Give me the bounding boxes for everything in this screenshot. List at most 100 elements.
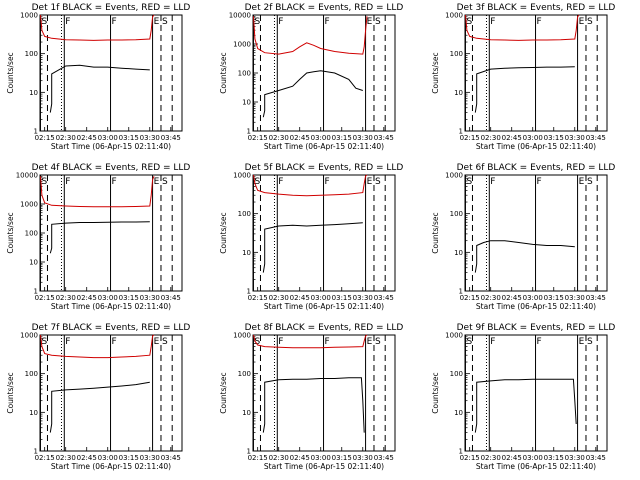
y-tick-label: 10 xyxy=(454,89,463,97)
segment-marker-label: F xyxy=(537,337,542,347)
y-tick-label: 10 xyxy=(29,89,38,97)
y-tick-label: 1000 xyxy=(445,332,463,340)
y-axis-label: Counts/sec xyxy=(6,212,15,253)
chart-title: Det 5f BLACK = Events, RED = LLD xyxy=(245,163,404,173)
x-tick-label: 02:45 xyxy=(77,294,97,302)
segment-marker-label: S xyxy=(41,17,47,27)
y-tick-label: 1 xyxy=(247,288,251,296)
segment-marker-label: F xyxy=(278,337,283,347)
y-tick-label: 10 xyxy=(242,409,251,417)
y-tick-label: 10000 xyxy=(16,172,38,180)
x-tick-label: 03:00 xyxy=(523,294,543,302)
x-tick-label: 03:00 xyxy=(311,134,331,142)
y-axis-label: Counts/sec xyxy=(431,212,440,253)
x-axis-label: Start Time (06-Apr-15 02:11:40) xyxy=(51,462,171,471)
segment-marker-label: F xyxy=(65,337,70,347)
y-tick-label: 100 xyxy=(450,370,463,378)
x-tick-label: 02:15 xyxy=(35,454,55,462)
x-tick-label: 03:45 xyxy=(161,454,181,462)
y-axis-label: Counts/sec xyxy=(6,52,15,93)
series-line-2 xyxy=(262,70,363,118)
chart-title: Det 3f BLACK = Events, RED = LLD xyxy=(457,3,616,13)
x-tick-label: 02:15 xyxy=(35,134,55,142)
series-line-1 xyxy=(40,334,155,359)
x-tick-label: 03:15 xyxy=(332,454,352,462)
x-tick-label: 03:15 xyxy=(119,294,139,302)
series-line-2 xyxy=(49,381,150,433)
segment-marker-label: S xyxy=(162,17,168,27)
x-tick-label: 02:15 xyxy=(460,294,480,302)
x-tick-label: 03:00 xyxy=(98,454,118,462)
segment-marker-label: E xyxy=(154,17,160,27)
segment-marker-label: E xyxy=(154,337,160,347)
x-tick-label: 03:30 xyxy=(140,294,160,302)
segment-marker-label: S xyxy=(254,17,260,27)
x-tick-label: 03:45 xyxy=(586,294,606,302)
segment-marker-label: S xyxy=(466,177,472,187)
x-axis-label: Start Time (06-Apr-15 02:11:40) xyxy=(264,142,384,151)
series-line-1 xyxy=(253,174,368,197)
segment-marker-label: F xyxy=(112,17,117,27)
y-tick-label: 1000 xyxy=(20,201,38,209)
x-tick-label: 02:45 xyxy=(502,454,522,462)
segment-marker-label: S xyxy=(375,177,381,187)
x-tick-label: 03:30 xyxy=(565,134,585,142)
x-tick-label: 02:15 xyxy=(248,134,268,142)
y-axis-label: Counts/sec xyxy=(431,52,440,93)
x-tick-label: 02:30 xyxy=(481,294,501,302)
segment-marker-label: E xyxy=(367,337,373,347)
x-tick-label: 02:15 xyxy=(460,134,480,142)
x-tick-label: 02:30 xyxy=(56,294,76,302)
segment-marker-label: F xyxy=(537,17,542,27)
x-tick-label: 03:15 xyxy=(119,454,139,462)
x-tick-label: 02:30 xyxy=(269,454,289,462)
chart-title: Det 8f BLACK = Events, RED = LLD xyxy=(245,323,404,333)
x-tick-label: 02:15 xyxy=(460,454,480,462)
x-tick-label: 03:45 xyxy=(161,294,181,302)
segment-marker-label: E xyxy=(579,177,585,187)
y-tick-label: 1 xyxy=(459,288,463,296)
chart-title: Det 2f BLACK = Events, RED = LLD xyxy=(245,3,404,13)
x-tick-label: 03:45 xyxy=(374,454,394,462)
x-tick-label: 02:30 xyxy=(56,134,76,142)
x-tick-label: 02:45 xyxy=(77,134,97,142)
x-tick-label: 03:00 xyxy=(98,294,118,302)
x-tick-label: 03:45 xyxy=(586,134,606,142)
x-tick-label: 02:30 xyxy=(269,294,289,302)
segment-marker-label: F xyxy=(112,337,117,347)
y-tick-label: 100 xyxy=(25,230,38,238)
x-axis-label: Start Time (06-Apr-15 02:11:40) xyxy=(476,302,596,311)
y-tick-label: 1 xyxy=(247,448,251,456)
segment-marker-label: S xyxy=(587,177,593,187)
x-tick-label: 02:30 xyxy=(56,454,76,462)
x-tick-label: 02:45 xyxy=(77,454,97,462)
segment-marker-label: E xyxy=(579,17,585,27)
y-tick-label: 1 xyxy=(34,288,38,296)
segment-marker-label: S xyxy=(162,337,168,347)
y-tick-label: 1 xyxy=(247,128,251,136)
segment-marker-label: F xyxy=(490,17,495,27)
series-line-1 xyxy=(474,378,577,433)
x-tick-label: 02:45 xyxy=(290,454,310,462)
y-tick-label: 1000 xyxy=(233,172,251,180)
y-tick-label: 10 xyxy=(242,249,251,257)
segment-marker-label: S xyxy=(41,337,47,347)
x-tick-label: 02:15 xyxy=(35,294,55,302)
series-line-2 xyxy=(474,66,575,113)
x-tick-label: 03:45 xyxy=(374,294,394,302)
y-tick-label: 100 xyxy=(238,210,251,218)
y-axis-label: Counts/sec xyxy=(219,212,228,253)
x-tick-label: 03:00 xyxy=(311,454,331,462)
x-tick-label: 03:30 xyxy=(140,454,160,462)
y-axis-label: Counts/sec xyxy=(219,52,228,93)
y-tick-label: 1000 xyxy=(233,332,251,340)
x-tick-label: 03:00 xyxy=(311,294,331,302)
segment-marker-label: F xyxy=(490,177,495,187)
y-tick-label: 10 xyxy=(454,409,463,417)
